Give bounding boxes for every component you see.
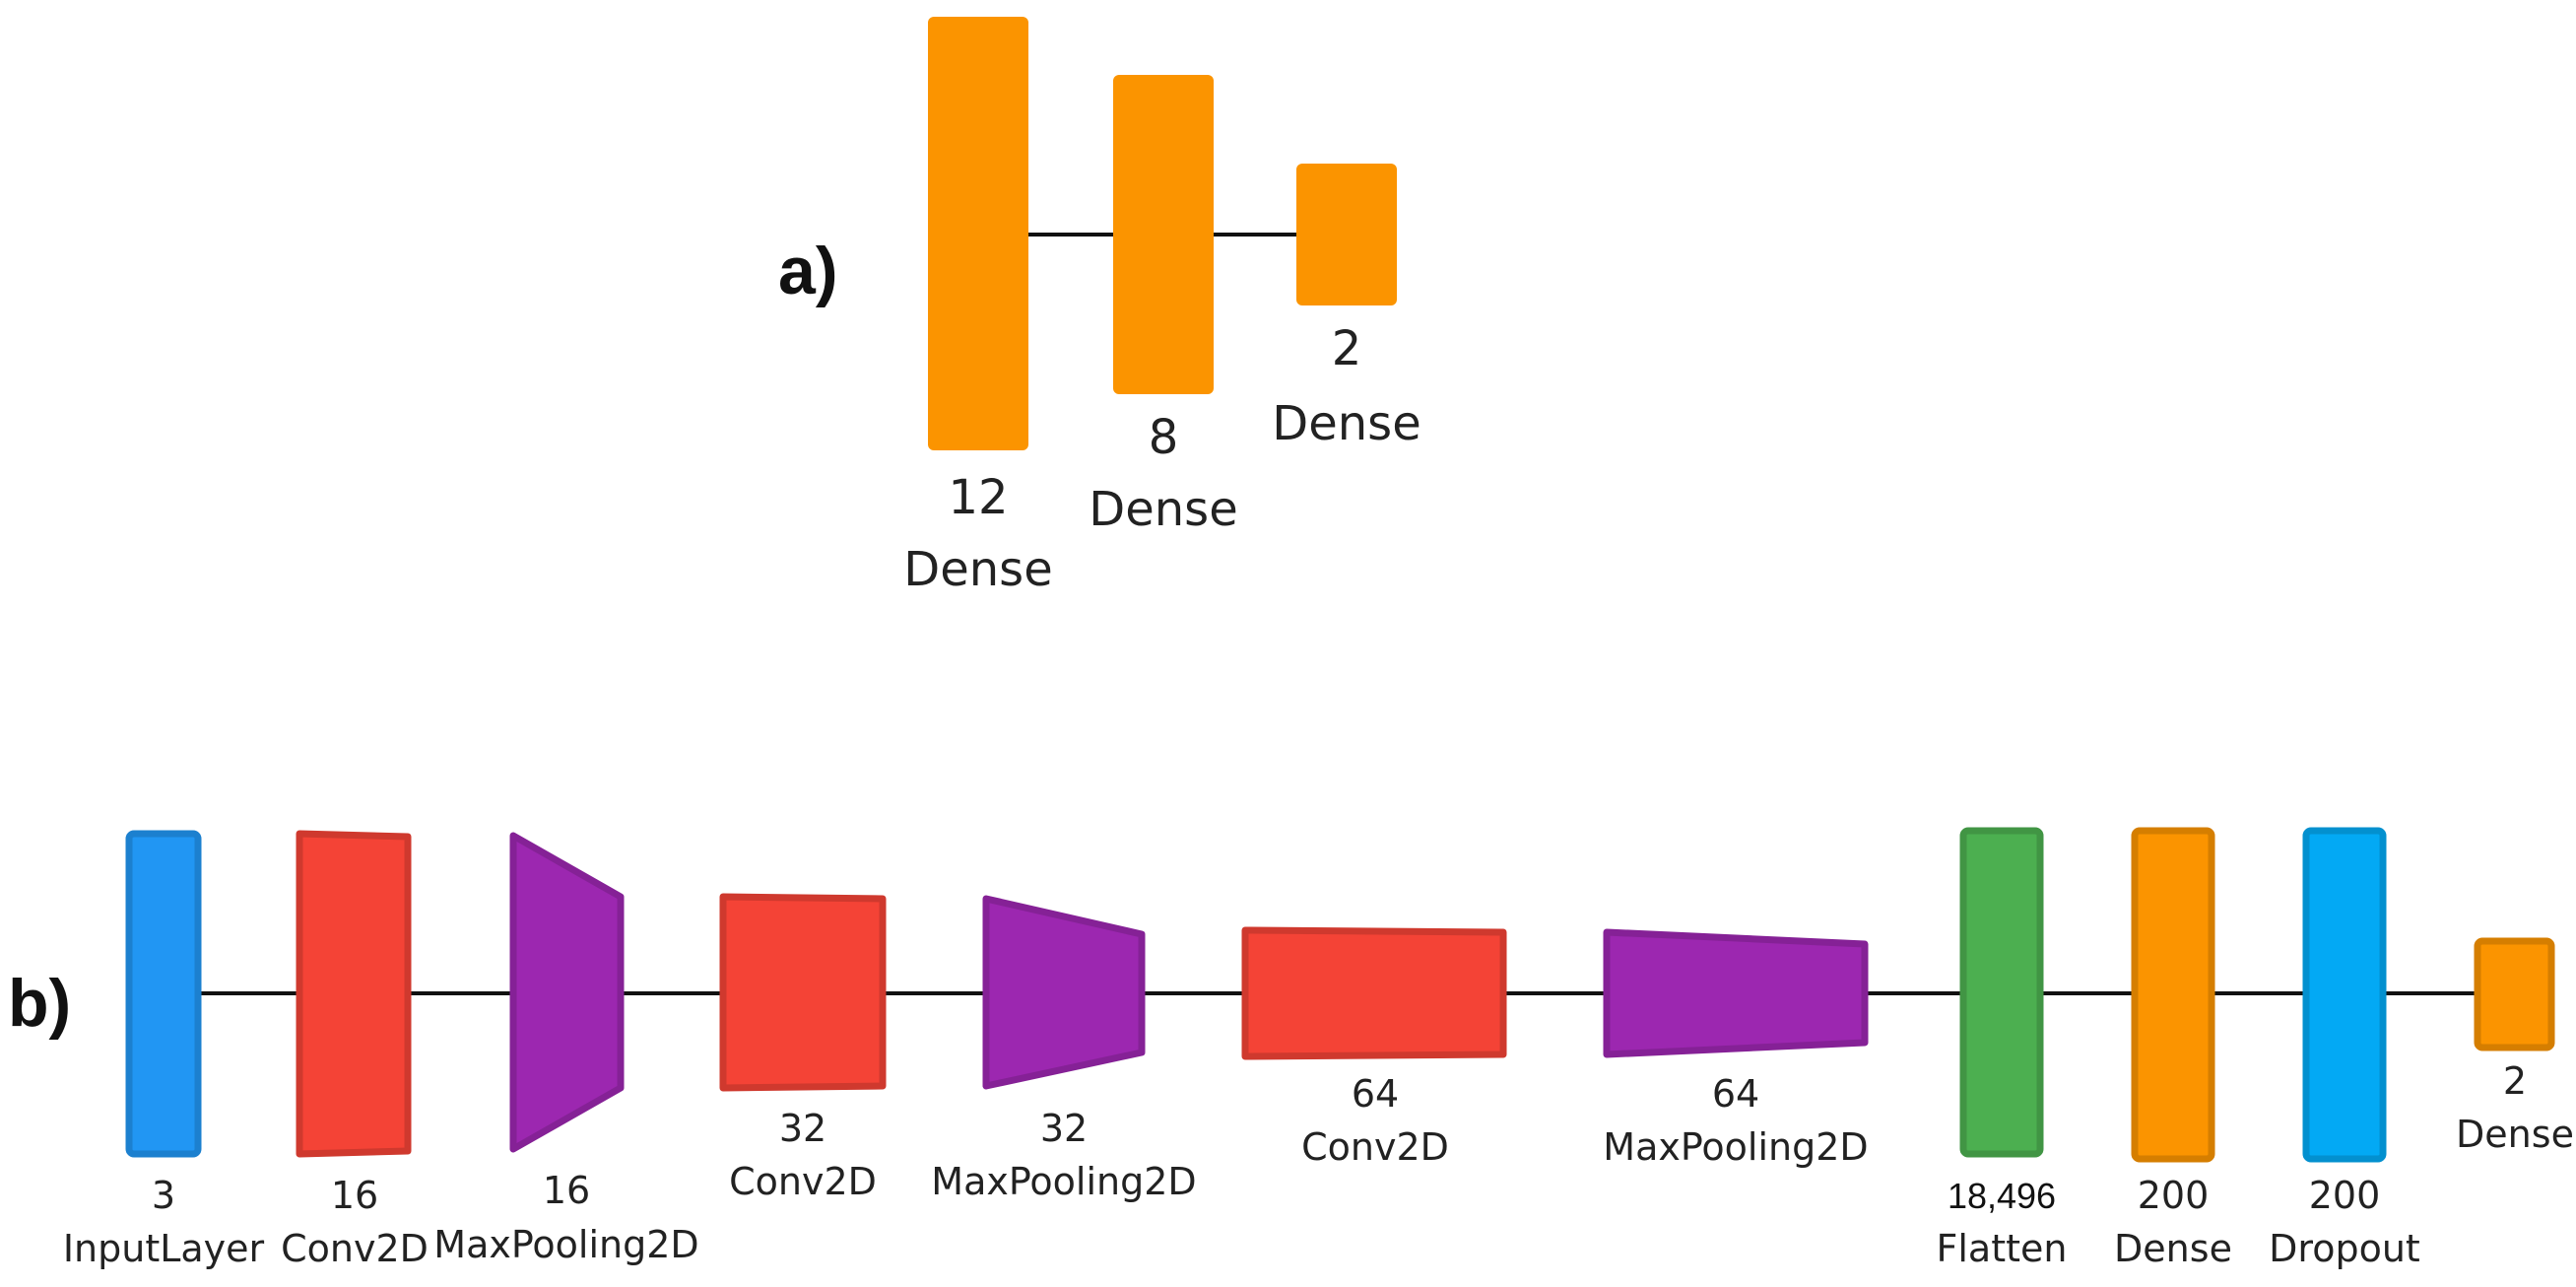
- conv2d-layer-block: [1241, 926, 1507, 1060]
- layer-type: Dense: [903, 542, 1052, 597]
- panel-b-layer-11: 2 Dense: [2456, 937, 2574, 1156]
- maxpooling2d-layer-block: [982, 895, 1146, 1090]
- layer-units: 8: [1149, 410, 1179, 465]
- flatten-layer-block: [1959, 827, 2044, 1158]
- panel-b-layer-10: 200 Dropout: [2269, 827, 2420, 1270]
- layer-type: Conv2D: [281, 1227, 429, 1270]
- panel-b-layer-9: 200 Dense: [2114, 827, 2232, 1270]
- panel-a-layer-1: 12 Dense: [903, 17, 1053, 597]
- panel-a: a) 12 Dense 8 Dense 2 Dense: [778, 17, 1421, 597]
- layer-units: 64: [1712, 1072, 1759, 1116]
- panel-b-label: b): [8, 966, 71, 1041]
- layer-type: Dense: [2456, 1113, 2574, 1156]
- layer-units: 200: [2309, 1174, 2381, 1217]
- layer-type: Dense: [1089, 482, 1237, 537]
- layer-type: MaxPooling2D: [433, 1223, 698, 1266]
- dense-layer-block: [2474, 937, 2555, 1051]
- layer-type: Dense: [1272, 396, 1420, 451]
- dense-layer-block: [1296, 164, 1397, 305]
- layer-type: Conv2D: [1301, 1125, 1449, 1169]
- panel-b-layer-6: 64 Conv2D: [1241, 926, 1507, 1169]
- layer-type: MaxPooling2D: [931, 1160, 1196, 1203]
- layer-units: 32: [779, 1107, 826, 1150]
- layer-units: 3: [152, 1174, 175, 1217]
- conv2d-layer-block: [296, 830, 412, 1158]
- panel-b-layer-7: 64 MaxPooling2D: [1603, 928, 1869, 1169]
- panel-b-layer-3: 16 MaxPooling2D: [433, 832, 699, 1266]
- layer-units: 200: [2138, 1174, 2210, 1217]
- layer-units: 32: [1040, 1107, 1088, 1150]
- panel-b: b) 3 InputLayer 16 Conv2D 16 MaxPooling2…: [8, 827, 2574, 1270]
- panel-b-layer-2: 16 Conv2D: [281, 830, 429, 1270]
- panel-b-layer-1: 3 InputLayer: [63, 830, 265, 1270]
- layer-type: Dense: [2114, 1227, 2232, 1270]
- panel-b-layer-4: 32 Conv2D: [719, 893, 887, 1203]
- panel-b-layer-5: 32 MaxPooling2D: [931, 895, 1197, 1203]
- dropout-layer-block: [2302, 827, 2387, 1163]
- panel-b-layer-8: 18,496 Flatten: [1937, 827, 2068, 1270]
- layer-units: 18,496: [1948, 1176, 2056, 1216]
- dense-layer-block: [928, 17, 1028, 450]
- maxpooling2d-layer-block: [1603, 928, 1869, 1058]
- layer-type: Flatten: [1937, 1227, 2068, 1270]
- dense-layer-block: [1113, 75, 1214, 394]
- panel-a-label: a): [778, 234, 837, 308]
- layer-type: MaxPooling2D: [1603, 1125, 1868, 1169]
- layer-units: 64: [1352, 1072, 1399, 1116]
- input-layer-block: [125, 830, 202, 1158]
- layer-type: Dropout: [2269, 1227, 2420, 1270]
- layer-units: 2: [2503, 1059, 2527, 1103]
- layer-units: 16: [331, 1174, 378, 1217]
- panel-a-layer-2: 8 Dense: [1089, 75, 1238, 537]
- maxpooling2d-layer-block: [509, 832, 625, 1153]
- dense-layer-block: [2131, 827, 2215, 1163]
- layer-type: InputLayer: [63, 1227, 265, 1270]
- conv2d-layer-block: [719, 893, 887, 1092]
- layer-type: Conv2D: [729, 1160, 877, 1203]
- layer-units: 12: [948, 470, 1008, 525]
- layer-units: 2: [1332, 321, 1362, 376]
- panel-a-layer-3: 2 Dense: [1272, 164, 1421, 451]
- layer-units: 16: [543, 1169, 590, 1212]
